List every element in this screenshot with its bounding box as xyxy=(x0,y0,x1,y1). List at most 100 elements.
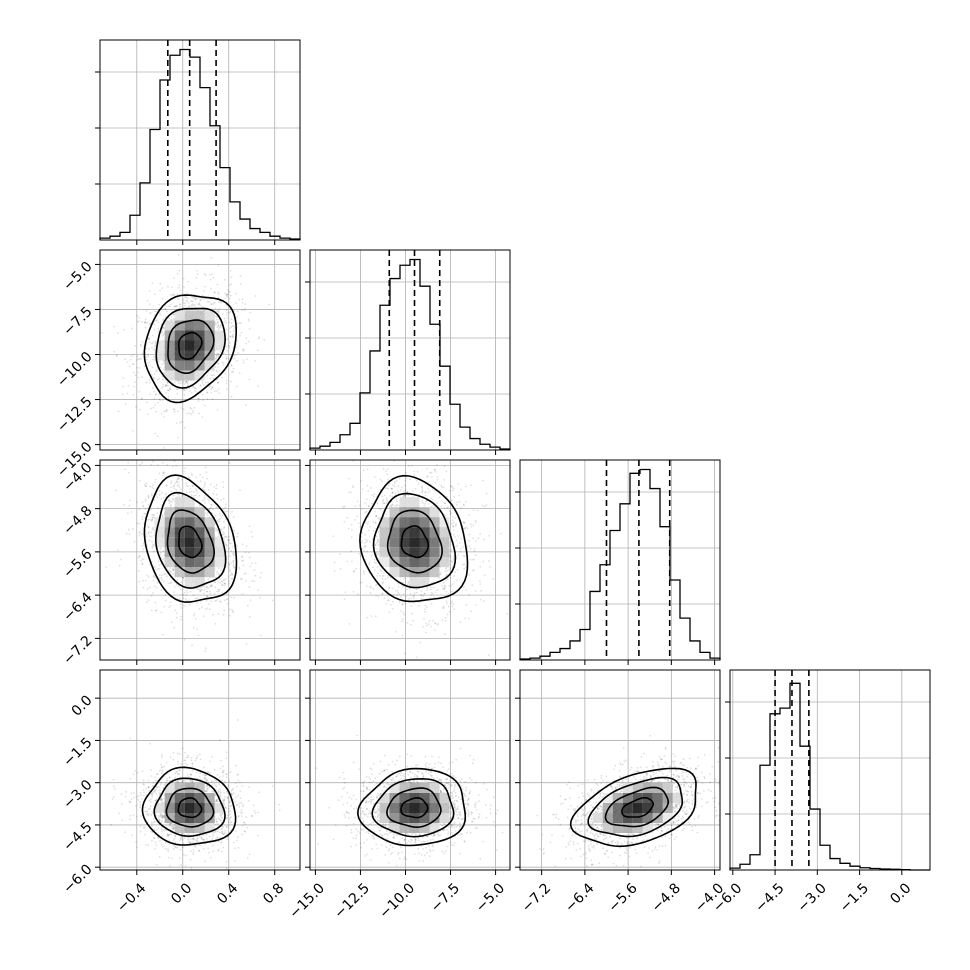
scatter-point xyxy=(209,590,211,593)
scatter-point xyxy=(231,371,233,373)
scatter-point xyxy=(240,322,242,325)
density-cell xyxy=(214,340,225,351)
scatter-point xyxy=(177,380,180,383)
scatter-point xyxy=(241,298,244,301)
scatter-point xyxy=(151,486,154,489)
scatter-point xyxy=(452,487,455,490)
scatter-point xyxy=(154,293,156,296)
scatter-point xyxy=(163,765,166,768)
scatter-point xyxy=(141,461,143,464)
scatter-point xyxy=(146,587,149,590)
scatter-point xyxy=(177,298,180,301)
scatter-point xyxy=(203,498,206,501)
scatter-point xyxy=(195,276,198,279)
scatter-point xyxy=(412,490,414,493)
scatter-point xyxy=(175,422,178,424)
scatter-point xyxy=(152,544,155,547)
scatter-point xyxy=(378,508,381,510)
scatter-point xyxy=(138,367,141,369)
scatter-point xyxy=(421,489,424,491)
scatter-point xyxy=(201,306,203,309)
scatter-point xyxy=(361,540,363,542)
panel-border xyxy=(519,459,721,661)
scatter-point xyxy=(374,521,377,524)
scatter-point xyxy=(470,610,473,613)
scatter-point xyxy=(359,555,362,557)
scatter-point xyxy=(450,548,453,551)
scatter-point xyxy=(393,505,396,507)
scatter-point xyxy=(224,583,227,585)
scatter-point xyxy=(482,538,485,541)
scatter-point xyxy=(220,325,222,327)
scatter-point xyxy=(191,484,194,487)
scatter-point xyxy=(163,410,165,413)
scatter-point xyxy=(439,573,442,576)
scatter-point xyxy=(137,376,140,379)
scatter-point xyxy=(165,484,168,487)
scatter-point xyxy=(169,504,172,507)
scatter-point xyxy=(390,603,392,606)
scatter-point xyxy=(174,609,177,611)
scatter-point xyxy=(231,336,234,338)
scatter-point xyxy=(117,332,119,335)
scatter-point xyxy=(242,348,244,351)
scatter-point xyxy=(373,493,376,496)
scatter-point xyxy=(162,471,165,474)
scatter-point xyxy=(158,577,161,580)
scatter-point xyxy=(454,536,457,538)
scatter-point xyxy=(183,470,186,473)
scatter-point xyxy=(168,865,171,867)
scatter-point xyxy=(208,301,211,303)
density-cell xyxy=(204,567,215,578)
scatter-point xyxy=(155,311,158,313)
scatter-point xyxy=(228,321,231,324)
scatter-point xyxy=(158,493,161,496)
scatter-point xyxy=(176,393,179,395)
scatter-point xyxy=(222,352,225,355)
scatter-point xyxy=(462,554,465,557)
scatter-point xyxy=(231,574,234,576)
scatter-point xyxy=(182,306,185,309)
scatter-point xyxy=(199,473,202,476)
scatter-point xyxy=(415,656,418,659)
scatter-point xyxy=(199,299,202,301)
scatter-point xyxy=(136,315,139,317)
scatter-point xyxy=(219,351,222,353)
scatter-point xyxy=(203,384,205,386)
scatter-point xyxy=(370,586,372,589)
scatter-point xyxy=(227,796,230,799)
scatter-point xyxy=(426,587,429,590)
density-cell xyxy=(184,330,195,341)
scatter-point xyxy=(217,309,220,312)
density-cell xyxy=(154,340,165,351)
scatter-point xyxy=(185,594,188,597)
scatter-point xyxy=(424,604,427,607)
scatter-point xyxy=(394,492,397,494)
density-cell xyxy=(194,507,205,518)
scatter-point xyxy=(463,521,466,524)
scatter-point xyxy=(365,498,368,501)
scatter-point xyxy=(154,478,157,481)
scatter-point xyxy=(172,568,175,571)
scatter-point xyxy=(212,850,215,853)
panel-grid xyxy=(310,250,510,450)
scatter-point xyxy=(185,482,187,484)
scatter-point xyxy=(153,817,156,820)
scatter-point xyxy=(216,572,219,575)
scatter-point xyxy=(235,292,237,295)
scatter-point xyxy=(222,364,225,367)
scatter-point xyxy=(222,527,225,529)
density-cell xyxy=(194,370,205,381)
scatter-point xyxy=(129,358,132,361)
scatter-point xyxy=(157,321,160,324)
scatter-point xyxy=(217,791,220,794)
scatter-point xyxy=(436,464,438,467)
scatter-point xyxy=(369,525,371,528)
scatter-point xyxy=(440,484,443,487)
scatter-point xyxy=(176,455,178,457)
scatter-point xyxy=(165,384,167,387)
scatter-point xyxy=(155,369,158,371)
scatter-point xyxy=(164,573,167,575)
scatter-point xyxy=(230,364,233,367)
scatter-point xyxy=(147,353,149,356)
